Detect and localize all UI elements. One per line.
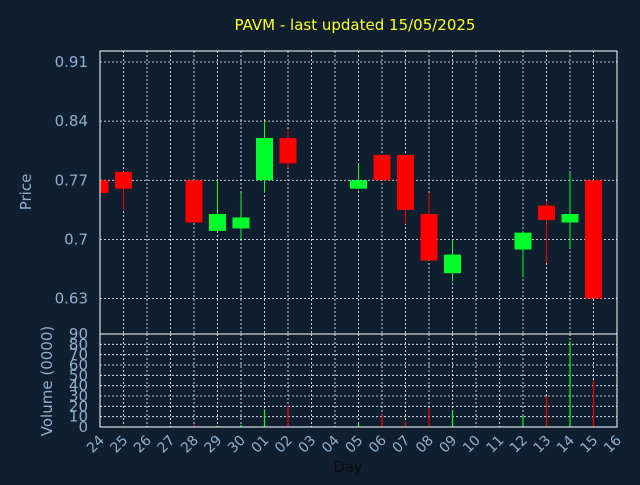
- candle-body: [100, 180, 109, 193]
- candle-body: [350, 180, 367, 189]
- candle-body: [256, 138, 273, 181]
- x-axis-label: Day: [333, 458, 363, 476]
- volume-tick-label: 60: [69, 356, 88, 374]
- price-tick-label: 0.77: [55, 171, 88, 189]
- candle-body: [561, 214, 579, 223]
- candle-body: [585, 180, 602, 299]
- price-tick-label: 0.7: [64, 230, 88, 248]
- volume-bars-group: [122, 341, 595, 427]
- candle-body: [185, 180, 203, 223]
- price-axis-label: Price: [17, 174, 35, 211]
- volume-tick-label: 0: [78, 418, 88, 436]
- candle-body: [514, 232, 532, 250]
- chart-title: PAVM - last updated 15/05/2025: [235, 16, 476, 34]
- candles-group: [99, 121, 602, 299]
- volume-panel-frame: [99, 333, 618, 428]
- volume-axis-label: Volume (0000): [38, 326, 56, 436]
- volume-tick-label: 90: [69, 325, 88, 343]
- volume-tick-label: 10: [69, 408, 88, 426]
- candle-body: [444, 254, 461, 274]
- candle-body: [420, 214, 438, 261]
- volume-tick-label: 40: [69, 377, 88, 395]
- volume-tick-label: 70: [69, 346, 88, 364]
- price-tick-label: 0.84: [55, 112, 88, 130]
- candle-body: [397, 154, 414, 210]
- candle-body: [232, 217, 250, 229]
- candle-body: [538, 205, 555, 220]
- candle-body: [279, 138, 297, 164]
- price-tick-label: 0.63: [55, 290, 88, 308]
- price-tick-label: 0.91: [55, 53, 88, 71]
- volume-tick-label: 20: [69, 397, 88, 415]
- volume-tick-label: 50: [69, 366, 88, 384]
- candle-body: [373, 154, 391, 181]
- volume-tick-label: 30: [69, 387, 88, 405]
- price-axis-ticks: 0.91 0.84 0.77 0.7 0.63: [55, 53, 88, 308]
- candle-body: [115, 171, 132, 189]
- candle-body: [209, 214, 226, 231]
- volume-tick-label: 80: [69, 335, 88, 353]
- day-axis-ticks: 24 25 26 27 28 29 30 01 02 03 04 05 06 07 08 09 10 11 12 13…: [84, 433, 625, 457]
